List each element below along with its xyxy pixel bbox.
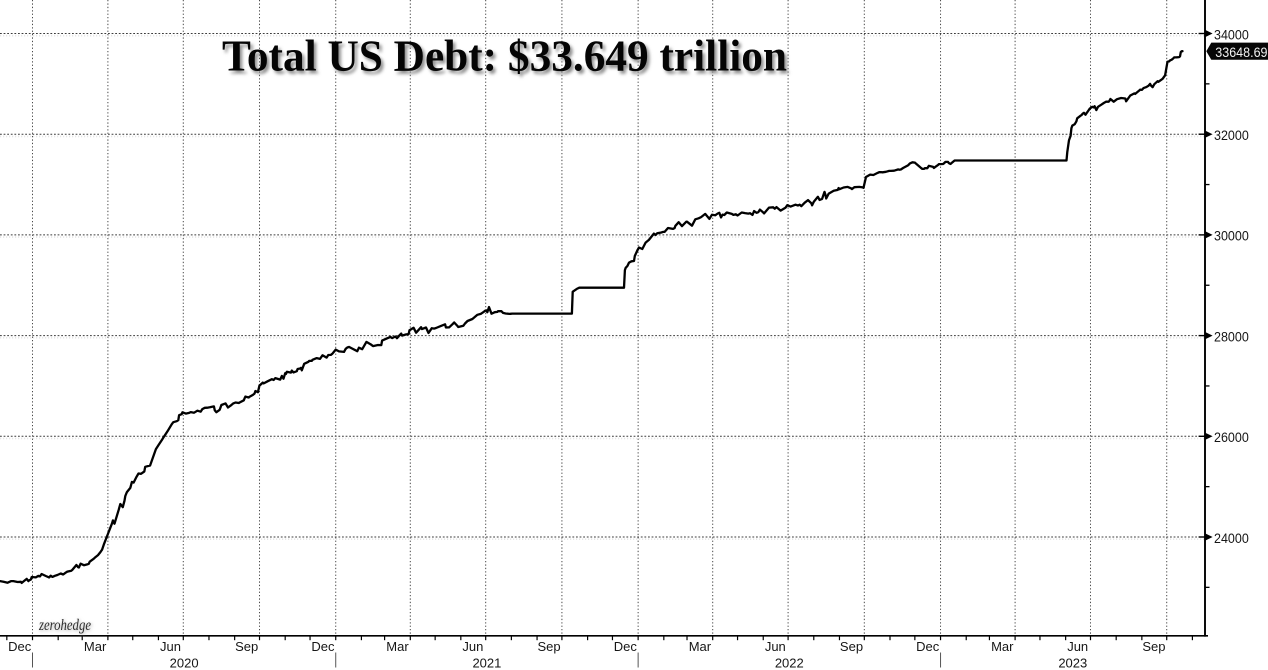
svg-text:Sep: Sep	[538, 639, 561, 654]
svg-text:Total US Debt: $33.649 trillio: Total US Debt: $33.649 trillion	[222, 32, 787, 81]
svg-text:24000: 24000	[1214, 531, 1249, 546]
svg-text:2023: 2023	[1058, 656, 1087, 670]
svg-text:zerohedge: zerohedge	[38, 617, 91, 634]
svg-text:Dec: Dec	[614, 639, 638, 654]
svg-text:Jun: Jun	[765, 639, 786, 654]
svg-text:28000: 28000	[1214, 329, 1249, 344]
svg-text:Mar: Mar	[84, 639, 107, 654]
svg-text:2022: 2022	[775, 656, 804, 670]
svg-text:Sep: Sep	[235, 639, 258, 654]
svg-text:2021: 2021	[472, 656, 501, 670]
svg-text:Jun: Jun	[462, 639, 483, 654]
svg-text:34000: 34000	[1214, 27, 1249, 42]
svg-text:Mar: Mar	[991, 639, 1014, 654]
svg-text:Sep: Sep	[1142, 639, 1165, 654]
svg-text:30000: 30000	[1214, 229, 1249, 244]
svg-text:Dec: Dec	[916, 639, 940, 654]
svg-text:Dec: Dec	[8, 639, 32, 654]
svg-text:Jun: Jun	[160, 639, 181, 654]
svg-text:26000: 26000	[1214, 430, 1249, 445]
svg-text:Total US Debt: $33.649 trillio: Total US Debt: $33.649 trillion	[225, 35, 790, 84]
svg-text:Mar: Mar	[689, 639, 712, 654]
svg-text:2020: 2020	[170, 656, 199, 670]
svg-text:Jun: Jun	[1067, 639, 1088, 654]
svg-text:32000: 32000	[1214, 128, 1249, 143]
svg-text:Mar: Mar	[386, 639, 409, 654]
svg-text:Sep: Sep	[840, 639, 863, 654]
svg-text:zerohedge: zerohedge	[39, 618, 92, 635]
svg-text:33648.69: 33648.69	[1215, 45, 1267, 60]
svg-text:Dec: Dec	[311, 639, 335, 654]
